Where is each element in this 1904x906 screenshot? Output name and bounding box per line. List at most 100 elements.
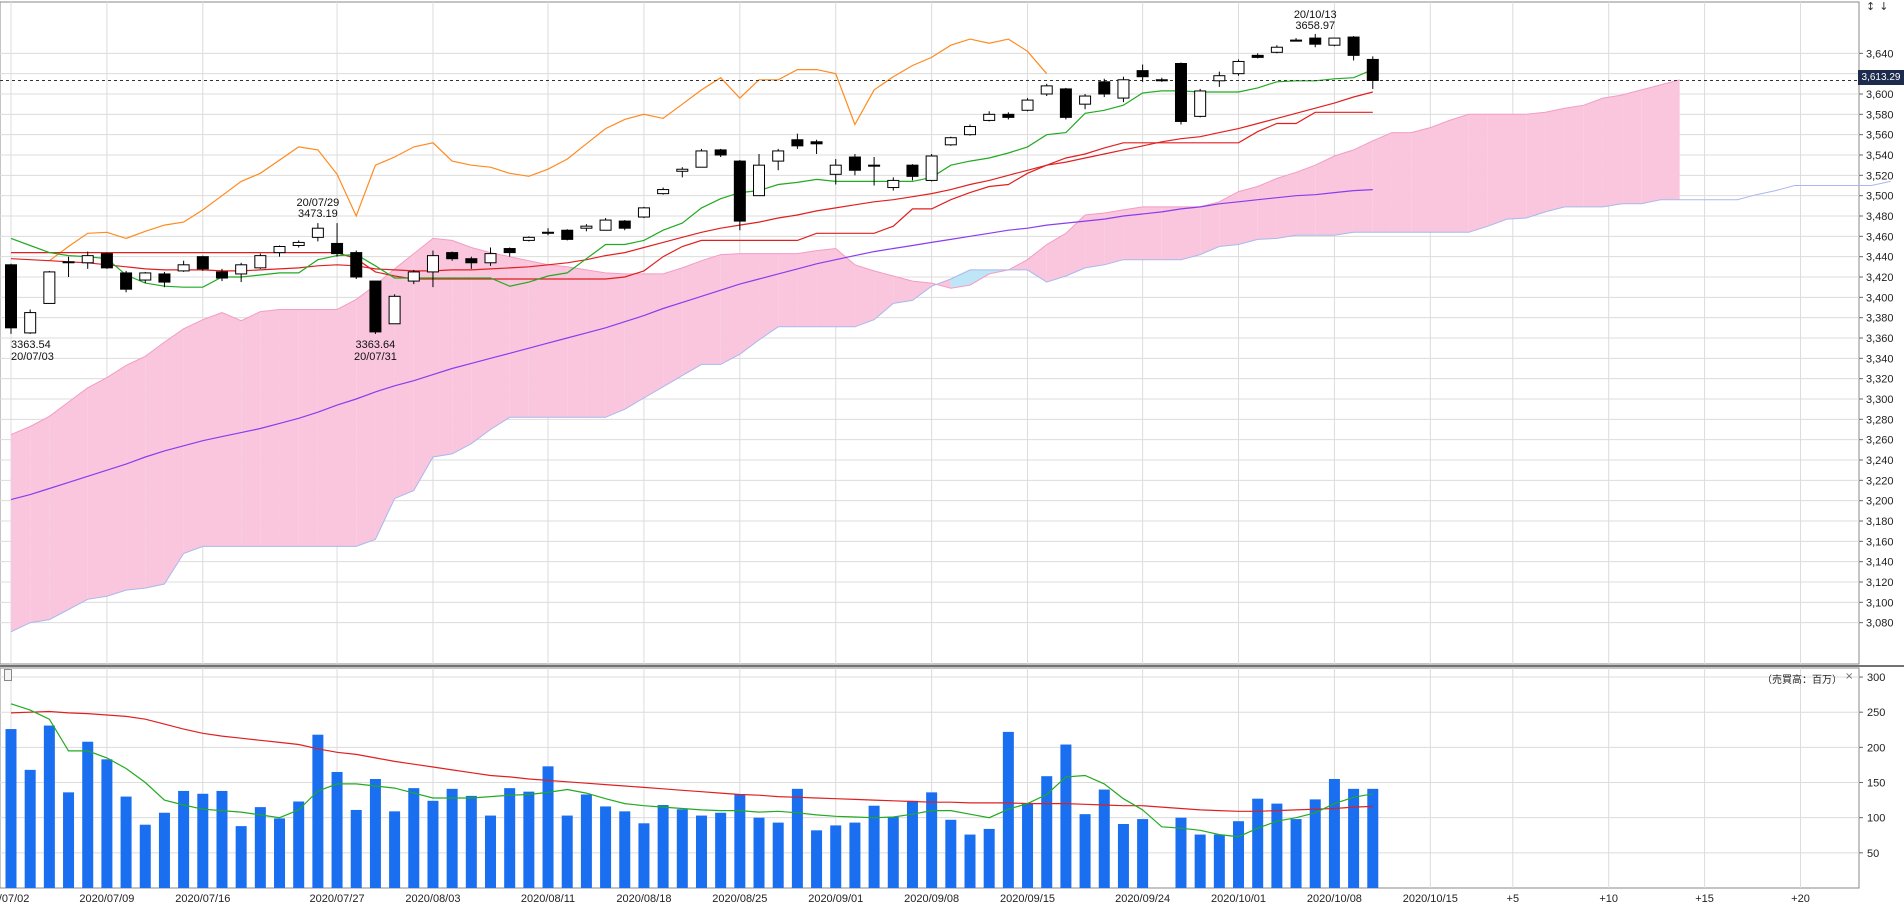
price-frame <box>0 1 1860 665</box>
cloud-segment <box>759 253 779 341</box>
candle-body <box>62 261 75 264</box>
volume-bar <box>312 734 324 888</box>
volume-pane <box>5 703 1379 888</box>
scroll-arrows-icon[interactable]: ↕↓ <box>1866 0 1893 13</box>
cloud-segment <box>241 311 261 547</box>
y-tick-label: 3,320 <box>1866 374 1894 386</box>
y-tick-label: 3,260 <box>1866 435 1894 447</box>
volume-bar <box>906 800 918 888</box>
candle-body <box>465 258 478 264</box>
volume-bar <box>1290 819 1302 888</box>
cloud-segment <box>663 267 683 387</box>
volume-bar <box>178 790 190 888</box>
annotation-low-value: 3363.54 <box>11 339 51 351</box>
volume-bar <box>101 759 113 888</box>
candle-body <box>887 179 900 189</box>
x-tick-label: 0/07/02 <box>0 893 29 905</box>
volume-bar <box>369 779 381 888</box>
volume-bar <box>465 795 477 888</box>
volume-bar <box>1117 824 1129 888</box>
volume-bar <box>1137 819 1149 888</box>
candle-body <box>676 168 689 172</box>
volume-bar <box>24 769 36 888</box>
cloud-segment <box>87 377 107 600</box>
cloud-segment <box>126 356 146 591</box>
y-tick-label: 3,480 <box>1866 211 1894 223</box>
candle-body <box>714 149 727 156</box>
x-tick-label: +15 <box>1695 893 1714 905</box>
annotation-high-value: 3473.19 <box>298 208 338 220</box>
volume-bar <box>1002 731 1014 888</box>
volume-bar <box>791 788 803 888</box>
volume-bar <box>1271 803 1283 888</box>
candle-body <box>235 264 248 275</box>
ichimoku-cloud <box>10 79 1891 633</box>
cloud-segment <box>298 309 318 547</box>
y-tick-label: 3,420 <box>1866 272 1894 284</box>
candle-body <box>791 139 804 147</box>
pane-handle-icon[interactable] <box>4 669 12 681</box>
candle-body <box>1366 58 1379 81</box>
volume-bar <box>1233 821 1245 888</box>
volume-bar <box>120 796 132 888</box>
y-tick-label: 3,600 <box>1866 89 1894 101</box>
y-tick-label: 3,220 <box>1866 475 1894 487</box>
volume-bar <box>1348 788 1360 888</box>
candle-body <box>829 164 842 175</box>
annotation-high-value: 3658.97 <box>1295 20 1335 32</box>
volume-bar <box>964 834 976 888</box>
cloud-segment <box>854 264 875 327</box>
close-icon[interactable]: × <box>1845 671 1854 682</box>
volume-bar <box>235 826 247 888</box>
current-price-label: 3,613.29 <box>1858 70 1904 85</box>
y-tick-label: 3,640 <box>1866 48 1894 60</box>
volume-ma-green <box>10 703 1373 838</box>
x-tick-label: 2020/09/01 <box>808 893 863 905</box>
cloud-segment <box>1065 214 1086 276</box>
volume-bar <box>274 818 286 888</box>
candle-body <box>542 231 555 234</box>
candle-body <box>657 189 670 195</box>
volume-bar <box>619 811 631 888</box>
cloud-segment <box>452 240 472 454</box>
volume-bar <box>1309 799 1321 888</box>
candle-body <box>1117 79 1130 99</box>
volume-bar <box>772 822 784 888</box>
volume-bar <box>1252 798 1264 888</box>
cloud-segment <box>317 309 338 547</box>
y-tick-label: 3,400 <box>1866 292 1894 304</box>
candle-body <box>158 273 171 283</box>
cloud-segment <box>816 248 836 327</box>
candle-body <box>1098 81 1111 95</box>
volume-bar <box>293 801 305 888</box>
candle-body <box>120 272 133 290</box>
candle-body <box>215 271 228 279</box>
volume-bar <box>197 793 209 888</box>
annotations: 3363.5420/07/0320/07/293473.193363.6420/… <box>11 9 1337 363</box>
x-tick-label: 2020/07/27 <box>310 893 365 905</box>
x-tick-label: 2020/08/18 <box>616 893 671 905</box>
cloud-segment <box>970 269 990 286</box>
cloud-segment <box>260 309 280 547</box>
cloud-segment <box>528 260 549 418</box>
volume-bar <box>1367 788 1379 888</box>
volume-bar <box>830 825 842 888</box>
annotation-low-value: 3363.64 <box>356 339 396 351</box>
volume-bar <box>427 800 439 888</box>
volume-bar <box>43 725 55 888</box>
y-tick-label: 3,520 <box>1866 170 1894 182</box>
cloud-segment <box>1545 108 1565 212</box>
candle-body <box>848 156 861 171</box>
candle-body <box>503 248 516 254</box>
candle-body <box>1213 75 1226 82</box>
volume-bar <box>695 815 707 888</box>
cloud-segment <box>1391 132 1412 233</box>
volume-ma-red <box>10 710 1373 812</box>
volume-tick-label: 250 <box>1867 707 1885 719</box>
cloud-segment <box>682 260 702 376</box>
x-tick-label: +5 <box>1507 893 1520 905</box>
cloud-segment <box>432 238 453 457</box>
y-tick-label: 3,560 <box>1866 130 1894 142</box>
cloud-segment <box>912 281 932 301</box>
candle-body <box>331 242 344 255</box>
